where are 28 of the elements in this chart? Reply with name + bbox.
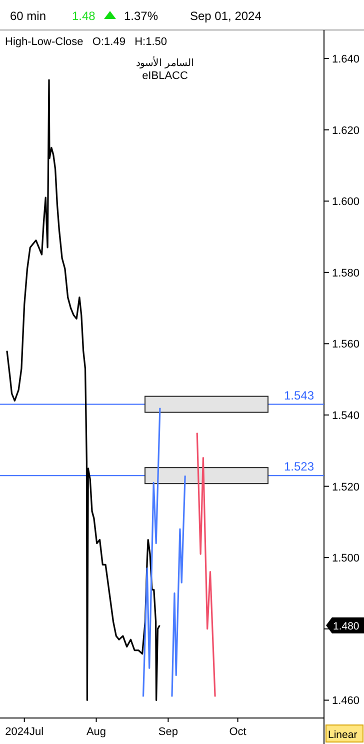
x-tick-label: 2024Jul: [5, 726, 44, 738]
line-series: [6, 79, 160, 701]
text: Sep 01, 2024: [190, 9, 262, 23]
y-tick-label: 1.600: [332, 196, 360, 208]
y-tick-label: 1.520: [332, 481, 360, 494]
y-tick-label: 1.540: [332, 410, 360, 422]
text: 1.48: [72, 9, 96, 23]
y-tick-label: 1.640: [332, 54, 360, 66]
text: 1.37%: [124, 9, 158, 23]
y-tick-label: 1.620: [332, 124, 360, 137]
line-series: [196, 432, 216, 698]
annotation: السامر الأسود: [136, 57, 194, 69]
y-tick-label: 1.580: [332, 267, 360, 280]
ref-line-label: 1.523: [284, 460, 314, 474]
x-tick-label: Oct: [229, 726, 246, 738]
x-tick-label: Sep: [158, 726, 178, 738]
y-tick-label: 1.500: [332, 552, 360, 565]
line-series: [171, 474, 186, 698]
y-tick-label: 1.460: [332, 695, 360, 708]
text: Linear: [328, 729, 358, 741]
ref-line-label: 1.543: [284, 388, 314, 402]
annotation: eIBLACC: [142, 70, 188, 82]
y-tick-label: 1.560: [332, 338, 360, 351]
text: High-Low-Close O:1.49 H:1.50: [5, 36, 168, 48]
line-series: [142, 407, 161, 698]
x-tick-label: Aug: [86, 726, 106, 738]
text: 1.480: [333, 620, 360, 632]
chart-title: 60 min: [10, 9, 46, 23]
